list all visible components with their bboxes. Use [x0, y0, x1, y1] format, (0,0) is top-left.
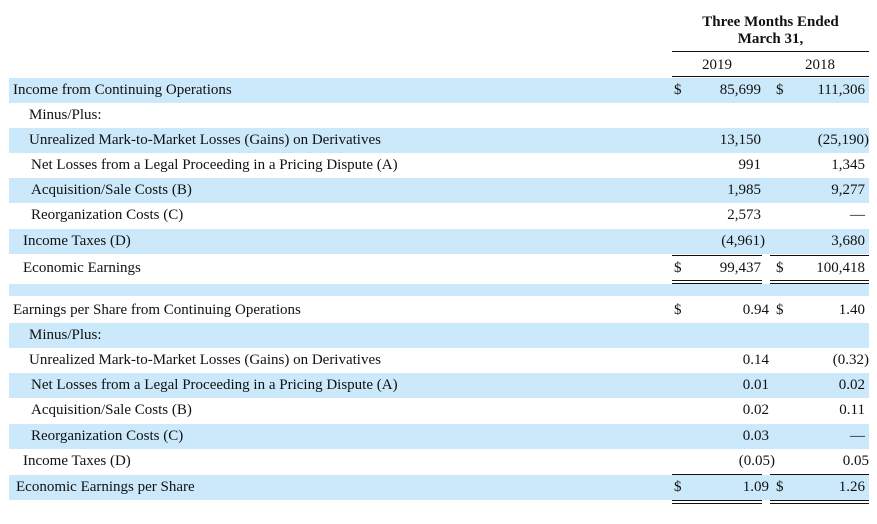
- value-2019: 1.09: [742, 479, 769, 495]
- value-2018: (0.32): [832, 352, 869, 368]
- table-row: Minus/Plus:: [9, 323, 869, 348]
- row-label: Acquisition/Sale Costs (B): [31, 402, 192, 418]
- value-2019: (0.05): [738, 453, 775, 469]
- value-2018: 9,277: [831, 182, 865, 198]
- row-label: Net Losses from a Legal Proceeding in a …: [31, 377, 398, 393]
- subtotal-rule-2018: [770, 474, 869, 475]
- dollar-sign: $: [776, 302, 784, 318]
- total-double-rule-2018: [770, 280, 869, 284]
- row-label: Acquisition/Sale Costs (B): [31, 182, 192, 198]
- subtotal-rule-2018: [770, 255, 869, 256]
- value-2018: 0.02: [838, 377, 865, 393]
- row-label: Economic Earnings per Share: [16, 479, 195, 495]
- dollar-sign: $: [674, 260, 682, 276]
- value-2019: (4,961): [721, 233, 765, 249]
- value-2018: 3,680: [831, 233, 865, 249]
- row-label: Unrealized Mark-to-Market Losses (Gains)…: [29, 352, 381, 368]
- value-2019: 991: [738, 157, 762, 173]
- table-row: Minus/Plus:: [9, 103, 869, 128]
- value-2018: 0.05: [842, 453, 869, 469]
- header-rule: [672, 51, 869, 52]
- row-label: Income Taxes (D): [23, 233, 131, 249]
- spacer-band: [9, 284, 869, 296]
- value-2018: 1.26: [838, 479, 865, 495]
- table-row: Income Taxes (D) (0.05) 0.05: [9, 449, 869, 474]
- value-2019: 0.03: [742, 428, 769, 444]
- dollar-sign: $: [776, 479, 784, 495]
- value-2019: 99,437: [719, 260, 761, 276]
- dollar-sign: $: [776, 82, 784, 98]
- value-2018: 100,418: [816, 260, 865, 276]
- row-label: Income from Continuing Operations: [13, 82, 232, 98]
- column-header-2019: 2019: [702, 57, 732, 73]
- dollar-sign: $: [674, 302, 682, 318]
- value-2019: 2,573: [727, 207, 761, 223]
- value-2019: 0.02: [742, 402, 769, 418]
- row-label: Net Losses from a Legal Proceeding in a …: [31, 157, 398, 173]
- value-2019: 13,150: [719, 132, 761, 148]
- table-row: Reorganization Costs (C) 2,573 —: [9, 203, 869, 228]
- table-row: Unrealized Mark-to-Market Losses (Gains)…: [9, 348, 869, 373]
- dollar-sign: $: [674, 82, 682, 98]
- value-2018: —: [850, 428, 865, 444]
- total-double-rule-2019: [672, 280, 762, 284]
- table-row: Net Losses from a Legal Proceeding in a …: [9, 153, 869, 178]
- table-row: Acquisition/Sale Costs (B) 1,985 9,277: [9, 178, 869, 203]
- value-2018: (25,190): [817, 132, 869, 148]
- table-row: Acquisition/Sale Costs (B) 0.02 0.11: [9, 398, 869, 423]
- dollar-sign: $: [674, 479, 682, 495]
- value-2018: 1,345: [831, 157, 865, 173]
- table-row: Income from Continuing Operations $ 85,6…: [9, 78, 869, 103]
- row-label: Minus/Plus:: [29, 327, 102, 343]
- table-row: Unrealized Mark-to-Market Losses (Gains)…: [9, 128, 869, 153]
- table-row: Income Taxes (D) (4,961) 3,680: [9, 229, 869, 254]
- column-group-subtitle: March 31,: [737, 31, 804, 47]
- row-label: Reorganization Costs (C): [31, 207, 184, 223]
- column-header-2018: 2018: [805, 57, 835, 73]
- value-2018: —: [850, 207, 865, 223]
- table-row: Economic Earnings per Share $ 1.09 $ 1.2…: [9, 475, 869, 500]
- value-2019: 0.14: [742, 352, 769, 368]
- column-group-title: Three Months Ended: [702, 14, 839, 30]
- row-label: Earnings per Share from Continuing Opera…: [13, 302, 301, 318]
- value-2018: 1.40: [838, 302, 865, 318]
- value-2019: 0.94: [742, 302, 769, 318]
- value-2018: 0.11: [839, 402, 865, 418]
- value-2018: 111,306: [817, 82, 865, 98]
- subtotal-rule-2019: [672, 255, 762, 256]
- table-row: Economic Earnings $ 99,437 $ 100,418: [9, 256, 869, 281]
- table-row: Earnings per Share from Continuing Opera…: [9, 298, 869, 323]
- total-double-rule-2019: [672, 500, 762, 504]
- row-label: Minus/Plus:: [29, 107, 102, 123]
- table-row: Reorganization Costs (C) 0.03 —: [9, 424, 869, 449]
- row-label: Income Taxes (D): [23, 453, 131, 469]
- total-double-rule-2018: [770, 500, 869, 504]
- dollar-sign: $: [776, 260, 784, 276]
- value-2019: 85,699: [719, 82, 761, 98]
- year-header-rule: [672, 76, 869, 77]
- row-label: Unrealized Mark-to-Market Losses (Gains)…: [29, 132, 381, 148]
- value-2019: 0.01: [742, 377, 769, 393]
- row-label: Reorganization Costs (C): [31, 428, 184, 444]
- row-label: Economic Earnings: [23, 260, 141, 276]
- subtotal-rule-2019: [672, 474, 762, 475]
- table-row: Net Losses from a Legal Proceeding in a …: [9, 373, 869, 398]
- value-2019: 1,985: [727, 182, 761, 198]
